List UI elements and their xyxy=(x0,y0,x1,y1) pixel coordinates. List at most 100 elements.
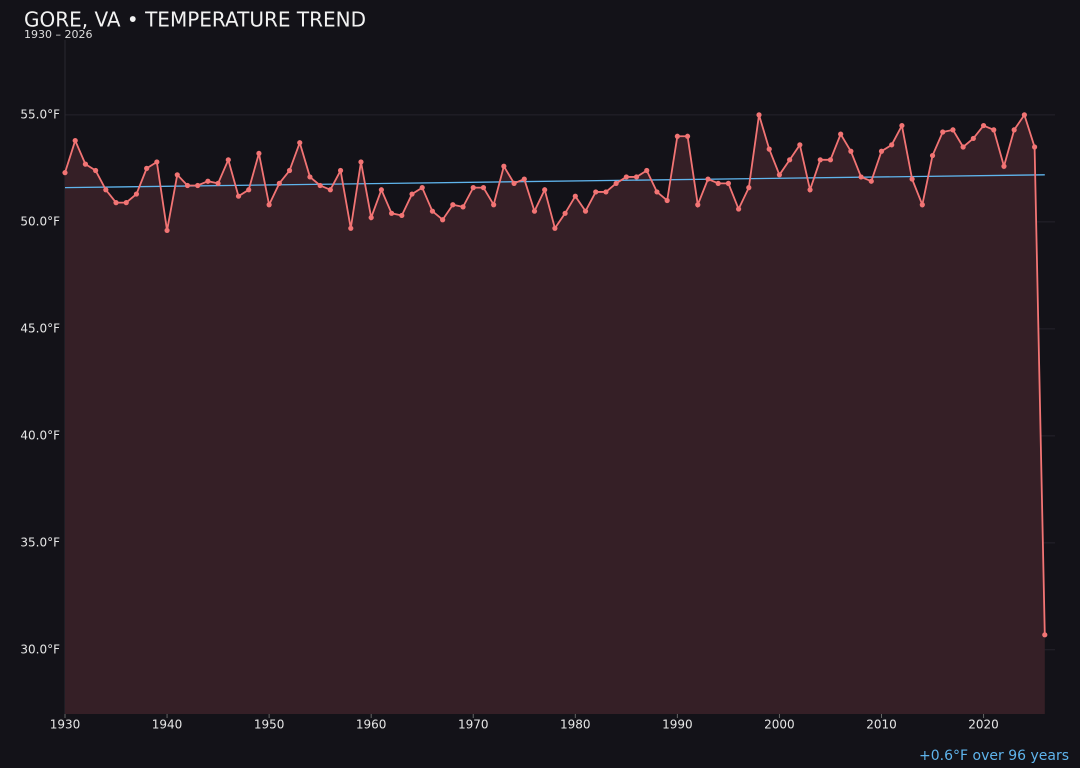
point xyxy=(603,189,609,195)
point xyxy=(174,172,180,178)
area xyxy=(65,114,1045,714)
point xyxy=(715,180,721,186)
point xyxy=(521,176,527,182)
point xyxy=(246,187,252,193)
point xyxy=(562,210,568,216)
point xyxy=(766,146,772,152)
x-tick-label: 2000 xyxy=(764,718,795,732)
point xyxy=(919,202,925,208)
point xyxy=(450,202,456,208)
point xyxy=(623,174,629,180)
point xyxy=(1031,144,1038,150)
point xyxy=(327,187,333,193)
point xyxy=(787,157,793,163)
x-tick-label: 1960 xyxy=(356,718,387,732)
point xyxy=(542,187,548,193)
point xyxy=(654,189,660,195)
point xyxy=(827,157,834,163)
point xyxy=(113,200,119,206)
point xyxy=(1021,112,1027,118)
point xyxy=(378,187,384,193)
point xyxy=(725,180,732,186)
x-tick-label: 1970 xyxy=(458,718,489,732)
x-tick-label: 1930 xyxy=(50,718,81,732)
point xyxy=(797,142,803,148)
y-tick-label: 40.0°F xyxy=(20,428,60,442)
point xyxy=(266,202,272,208)
y-tick-label: 50.0°F xyxy=(20,214,60,228)
point xyxy=(195,182,201,189)
point xyxy=(256,150,262,157)
point xyxy=(705,176,711,182)
point xyxy=(368,214,374,221)
point xyxy=(582,208,589,214)
point xyxy=(388,210,395,216)
point xyxy=(460,204,466,210)
x-tick-label: 2020 xyxy=(968,718,999,732)
point xyxy=(572,193,578,199)
x-tick-label: 1980 xyxy=(560,718,591,732)
point xyxy=(154,159,160,165)
point xyxy=(491,202,497,208)
point xyxy=(93,167,99,174)
point xyxy=(1042,632,1048,638)
point xyxy=(399,212,405,219)
point xyxy=(225,157,231,163)
point xyxy=(695,202,701,208)
point xyxy=(807,187,813,193)
trend-line xyxy=(64,174,1045,189)
chart-title: GORE, VA • TEMPERATURE TREND xyxy=(24,8,366,32)
point xyxy=(348,225,354,231)
x-tick-label: 2010 xyxy=(866,718,897,732)
point xyxy=(929,152,936,159)
point xyxy=(103,187,109,193)
point xyxy=(970,135,976,142)
point xyxy=(878,148,885,154)
point xyxy=(756,112,762,118)
point xyxy=(184,182,191,189)
point xyxy=(950,127,956,133)
point xyxy=(838,131,844,137)
point xyxy=(817,157,823,163)
point xyxy=(644,167,650,174)
y-tick-label: 35.0°F xyxy=(20,535,60,549)
point xyxy=(1011,127,1017,133)
point xyxy=(868,178,874,184)
point xyxy=(123,200,129,206)
point xyxy=(144,165,150,171)
point xyxy=(633,174,640,180)
point xyxy=(674,133,680,139)
point xyxy=(205,178,211,184)
point xyxy=(746,185,752,191)
point xyxy=(307,174,313,180)
point xyxy=(317,182,323,189)
point xyxy=(164,227,170,234)
point xyxy=(980,122,987,129)
point xyxy=(82,161,89,167)
point xyxy=(337,167,344,174)
trend-annotation: +0.6°F over 96 years xyxy=(919,748,1069,764)
point xyxy=(133,191,140,197)
point xyxy=(511,180,517,186)
point xyxy=(235,193,242,199)
x-tick-label: 1990 xyxy=(662,718,693,732)
point xyxy=(909,176,915,182)
point xyxy=(664,197,670,204)
point xyxy=(858,174,864,180)
point xyxy=(776,172,783,178)
point xyxy=(940,129,946,135)
point xyxy=(276,180,282,186)
point xyxy=(960,144,966,150)
point xyxy=(1001,163,1007,169)
point xyxy=(480,185,487,191)
point xyxy=(899,122,905,129)
point xyxy=(286,167,293,174)
point xyxy=(409,191,415,197)
point xyxy=(440,217,446,223)
point xyxy=(613,180,619,186)
point xyxy=(736,206,742,212)
point xyxy=(848,148,854,154)
x-tick-label: 1940 xyxy=(152,718,183,732)
chart-subtitle: 1930 – 2026 xyxy=(24,28,92,41)
